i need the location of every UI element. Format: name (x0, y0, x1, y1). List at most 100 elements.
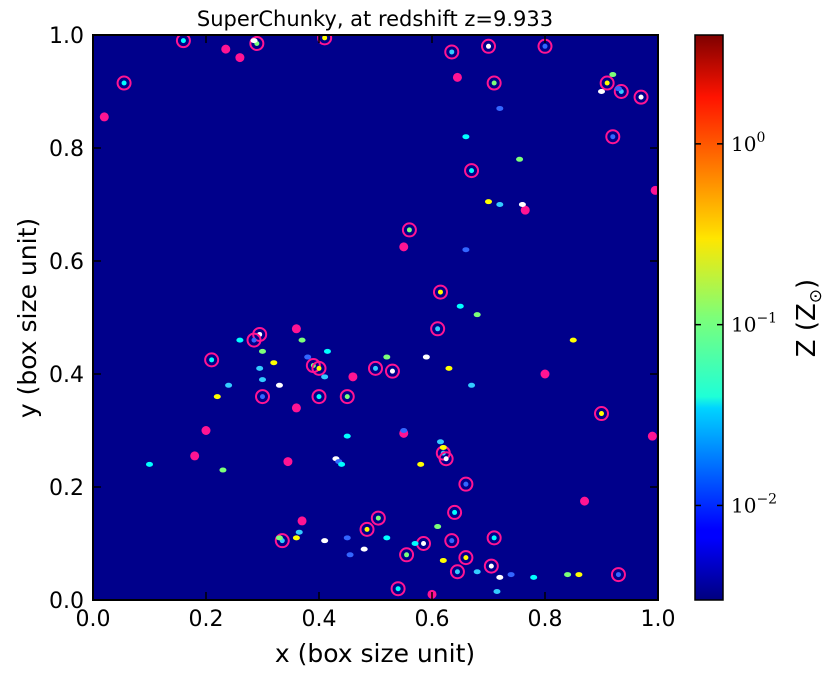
colorbar-label: Z (Z⊙) (792, 279, 826, 357)
metal-core-point (373, 365, 378, 371)
halo-ring-marker (605, 129, 621, 145)
metal-core-point (449, 49, 455, 55)
svg-text:Z (Z⊙): Z (Z⊙) (792, 279, 826, 357)
metal-blob-point (417, 461, 425, 467)
metal-blob-point (473, 312, 481, 318)
halo-ring-marker (204, 352, 220, 368)
metal-blob-point (411, 541, 419, 546)
metal-core-point (469, 168, 475, 174)
plot-marks (99, 35, 658, 599)
metal-core-point (316, 394, 322, 400)
x-tick-label: 0.4 (302, 607, 337, 632)
metal-blob-point (564, 572, 572, 578)
plot-area (93, 35, 658, 600)
metal-blob-point (250, 38, 258, 44)
halo-dot-marker (520, 205, 530, 215)
metal-blob-point (468, 382, 476, 388)
metal-blob-point (236, 337, 244, 343)
metal-blob-point (323, 348, 331, 354)
halo-ring-marker (447, 504, 463, 520)
colorbar-tick-label: 100 (731, 130, 765, 156)
halo-ring-marker (444, 533, 460, 549)
metal-core-point (615, 572, 621, 578)
metal-blob-point (343, 433, 351, 439)
metal-blob-point (462, 247, 470, 253)
metal-blob-point (304, 354, 312, 360)
metal-core-point (406, 227, 412, 233)
halo-dot-marker (452, 72, 462, 82)
y-tick-label: 0.8 (49, 137, 84, 162)
metal-blob-point (259, 377, 266, 383)
metal-blob-point (439, 444, 447, 450)
halo-dot-marker (99, 112, 109, 122)
metal-blob-point (496, 574, 504, 580)
halo-dot-marker (235, 53, 245, 63)
halo-dot-marker (348, 372, 358, 382)
halo-dot-marker (650, 185, 658, 195)
metal-blob-point (275, 535, 283, 541)
halo-ring-marker (384, 363, 400, 379)
metal-blob-point (518, 202, 526, 207)
metal-core-point (488, 563, 494, 569)
colorbar-label-symbol: ⊙ (806, 289, 826, 303)
halo-ring-marker (486, 75, 502, 91)
halo-ring-marker (438, 451, 454, 467)
metal-blob-point (434, 524, 442, 530)
metal-blob-point (295, 529, 303, 535)
metal-core-point (463, 555, 469, 561)
metal-blob-point (321, 374, 329, 380)
metal-core-point (421, 541, 427, 546)
metal-blob-point (614, 86, 622, 92)
metal-core-point (322, 35, 328, 41)
metal-core-point (491, 535, 497, 541)
halo-dot-marker (221, 44, 231, 54)
halo-ring-marker (370, 510, 386, 526)
metal-core-point (180, 38, 186, 44)
y-axis-label: y (box size unit) (13, 218, 42, 418)
halo-ring-marker (311, 360, 327, 376)
metal-core-point (638, 94, 644, 100)
colorbar-ticks: 100 10−1 10−2 (695, 130, 777, 517)
y-axis: 0.0 0.2 0.4 0.6 0.8 1.0 (49, 24, 658, 614)
metal-blob-point (343, 535, 351, 541)
metal-blob-point (383, 354, 391, 360)
metal-blob-point (598, 89, 605, 94)
metal-blob-point (219, 467, 227, 473)
halo-dot-marker (540, 369, 550, 379)
x-tick-label: 0.0 (76, 607, 111, 632)
metal-blob-point (292, 535, 300, 541)
metal-core-point (452, 509, 458, 515)
metal-blob-point (496, 105, 504, 111)
halo-ring-marker (359, 521, 375, 537)
halo-dot-marker (399, 242, 409, 252)
metal-blob-point (516, 156, 524, 162)
x-tick-label: 1.0 (641, 607, 676, 632)
metal-blob-point (400, 428, 408, 433)
halo-ring-marker (449, 564, 465, 580)
metal-blob-point (146, 461, 153, 467)
metal-blob-point (256, 365, 264, 371)
halo-dot-marker (190, 451, 200, 461)
plot-frame (92, 34, 659, 601)
y-tick-label: 0.0 (49, 589, 84, 614)
metal-core-point (404, 552, 410, 558)
halo-ring-marker (368, 360, 383, 376)
chart-title: SuperChunky, at redshift z=9.933 (197, 7, 553, 31)
colorbar-tick-label: 10−1 (731, 311, 777, 337)
halo-dot-marker (291, 403, 301, 413)
metal-blob-point (422, 354, 430, 360)
metal-blob-point (485, 199, 492, 205)
metal-core-point (364, 526, 370, 532)
metal-blob-point (493, 589, 501, 595)
x-tick-label: 0.6 (415, 607, 450, 632)
metal-blob-point (436, 439, 444, 445)
halo-dot-marker (201, 426, 211, 435)
metal-blob-point (270, 360, 278, 366)
x-axis-label: x (box size unit) (275, 639, 475, 668)
halo-ring-marker (430, 321, 446, 337)
metal-blob-point (462, 134, 470, 140)
metal-blob-point (275, 382, 283, 388)
metal-blob-point (346, 552, 354, 558)
halo-ring-marker (458, 476, 474, 492)
